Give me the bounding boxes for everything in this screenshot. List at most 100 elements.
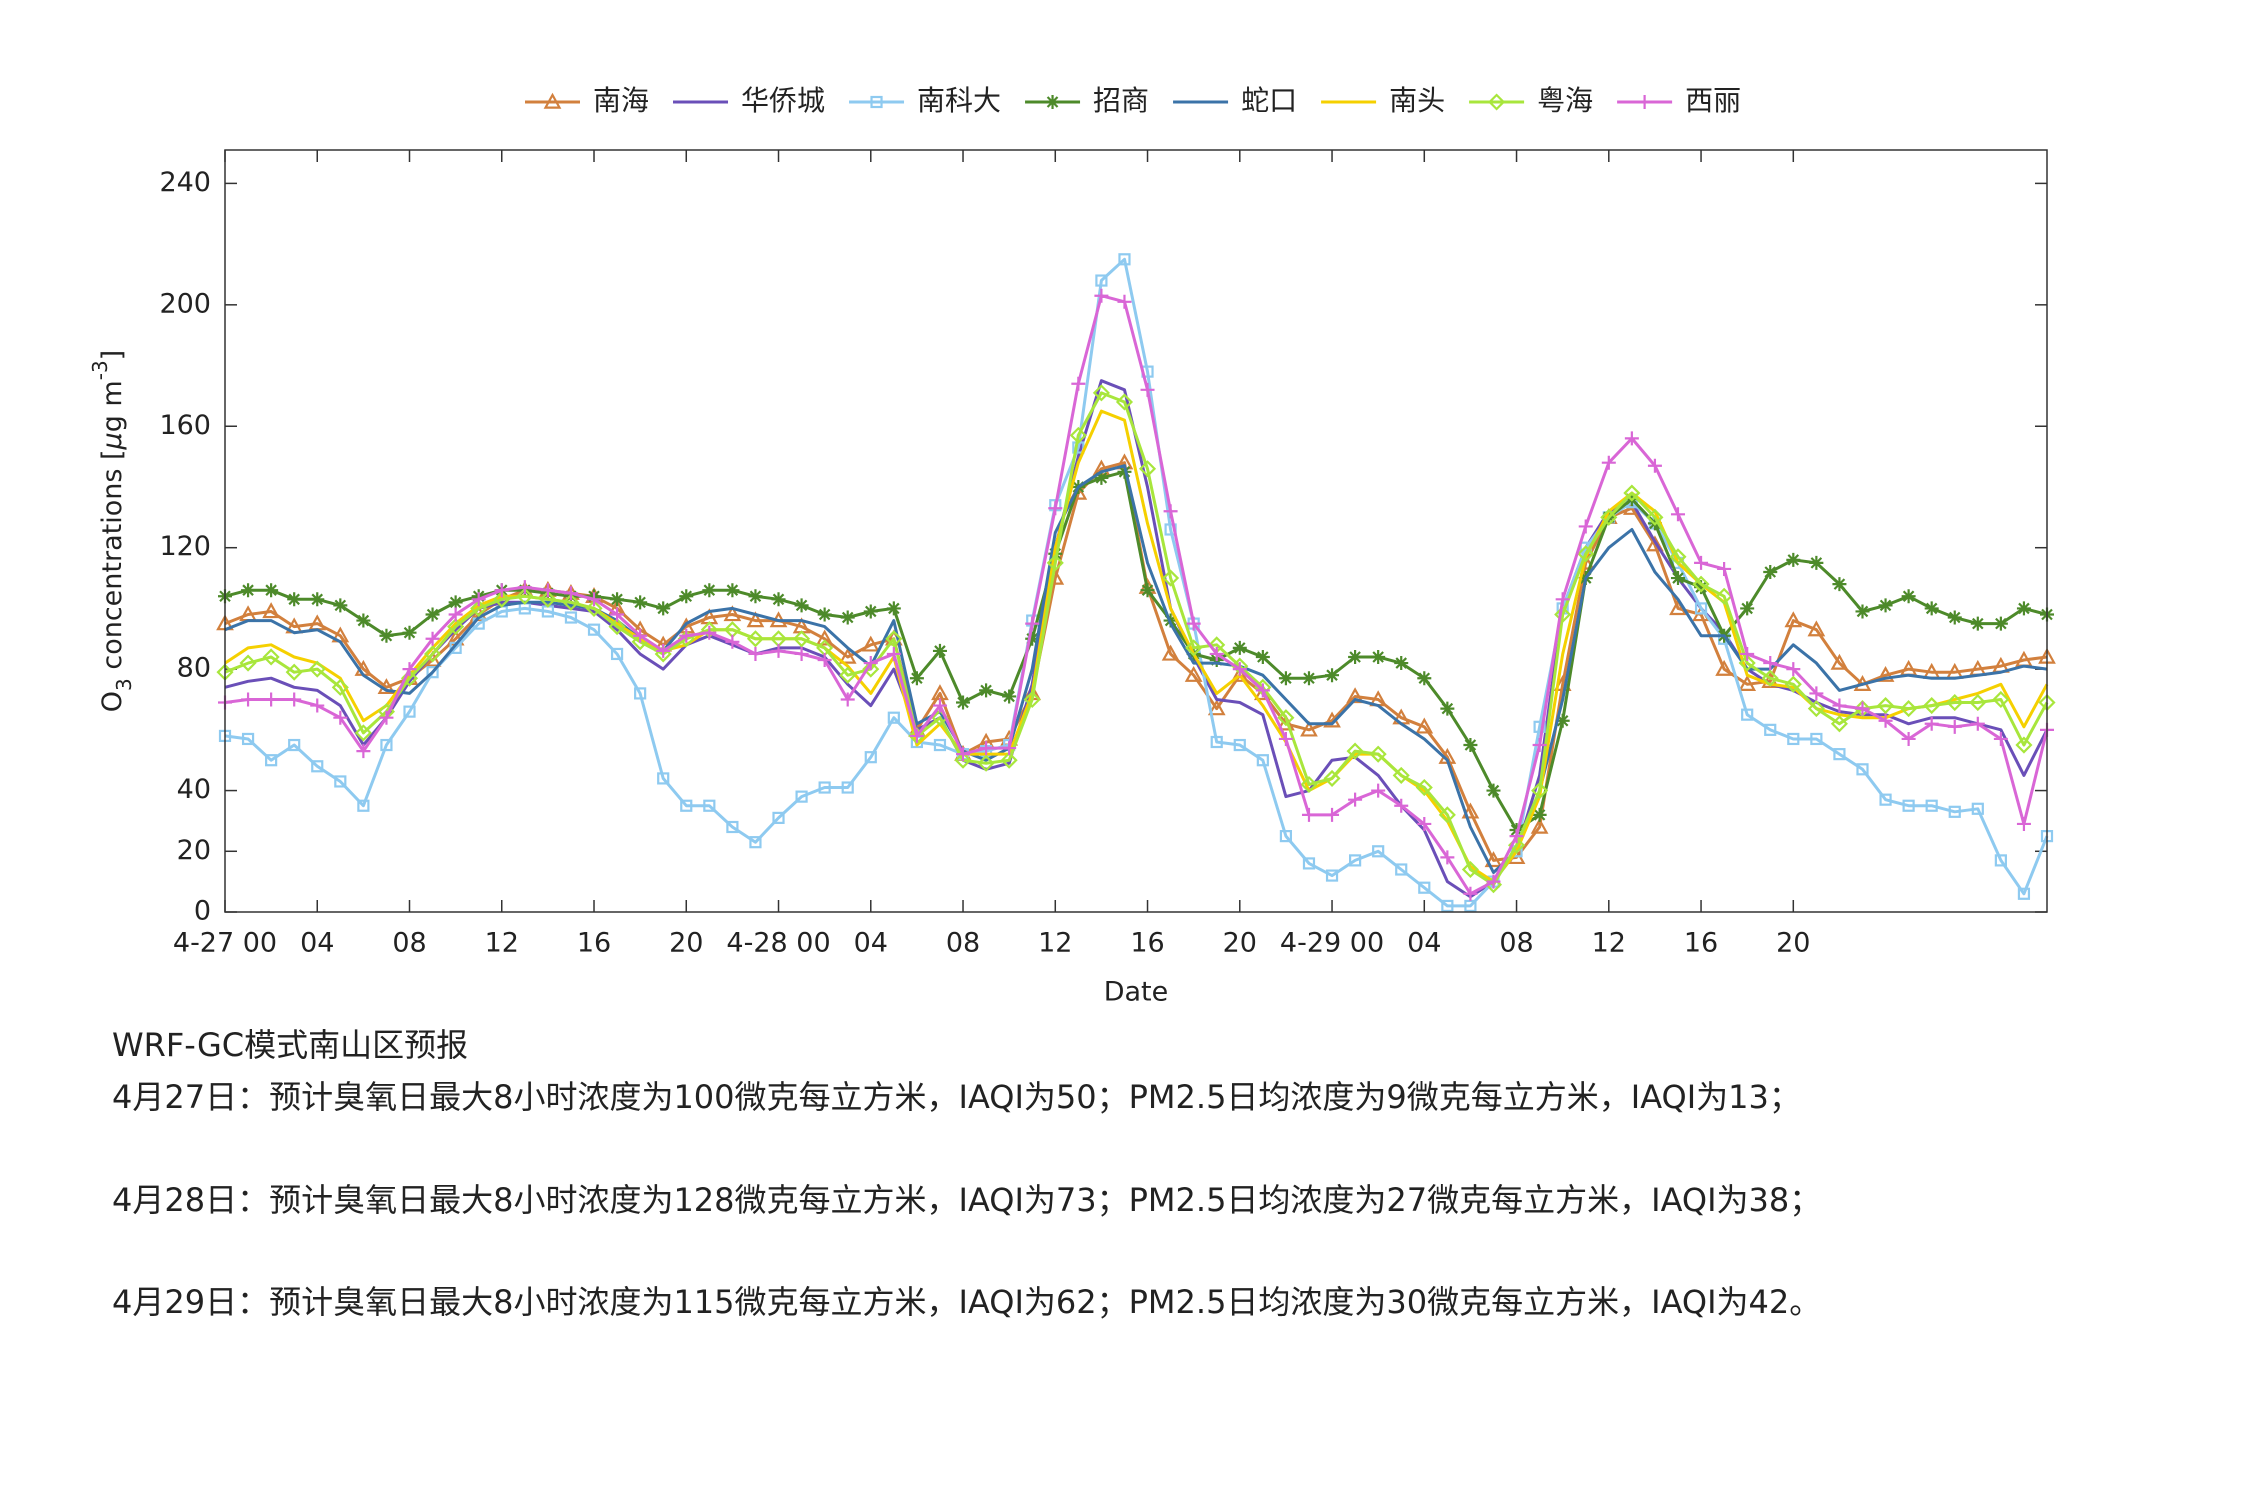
marker: [1948, 805, 1961, 818]
marker: [1163, 504, 1178, 519]
marker: [1855, 701, 1870, 716]
y-label-part: -3: [88, 360, 112, 380]
marker: [610, 647, 624, 661]
marker: [1787, 732, 1800, 746]
marker: [2016, 816, 2031, 831]
marker: [932, 643, 947, 658]
x-tick-label: 08: [946, 928, 980, 959]
marker: [1207, 699, 1226, 716]
marker: [795, 790, 808, 803]
marker: [771, 592, 786, 607]
marker: [723, 605, 742, 622]
marker: [863, 656, 878, 671]
marker: [563, 586, 578, 601]
marker: [1578, 519, 1593, 534]
marker: [1394, 798, 1409, 813]
marker: [1855, 604, 1870, 619]
series-line: [224, 257, 2049, 908]
marker: [1971, 802, 1984, 815]
marker: [311, 760, 324, 773]
marker: [1786, 552, 1801, 567]
marker: [357, 799, 370, 812]
marker: [1809, 555, 1824, 570]
marker: [539, 590, 557, 608]
marker: [1694, 580, 1709, 595]
marker: [1878, 713, 1893, 728]
legend-item: 南海: [525, 84, 649, 117]
marker: [1256, 754, 1269, 767]
marker: [1670, 571, 1685, 586]
marker: [818, 781, 831, 794]
marker: [333, 710, 348, 725]
marker: [1601, 455, 1616, 470]
marker: [425, 631, 440, 646]
marker: [1209, 646, 1224, 661]
marker: [1856, 763, 1869, 776]
marker: [1647, 458, 1662, 473]
marker: [794, 598, 809, 613]
marker: [956, 747, 971, 762]
marker: [887, 711, 900, 724]
marker: [1554, 605, 1572, 624]
marker: [1300, 720, 1318, 737]
marker: [1924, 601, 1939, 616]
marker: [1301, 671, 1316, 686]
marker: [2017, 887, 2031, 900]
marker: [1277, 714, 1295, 731]
marker: [1694, 555, 1709, 570]
marker: [1232, 662, 1247, 677]
marker: [610, 607, 625, 622]
marker: [354, 724, 372, 742]
marker: [262, 602, 280, 619]
marker: [1325, 807, 1340, 822]
marker: [587, 623, 601, 636]
marker: [1740, 646, 1755, 661]
marker: [471, 592, 486, 607]
marker: [540, 583, 555, 598]
marker: [1878, 598, 1893, 613]
marker: [933, 738, 947, 752]
marker: [1025, 631, 1040, 646]
marker: [469, 605, 488, 622]
x-tick-label: 20: [1223, 928, 1257, 959]
marker: [1415, 778, 1433, 797]
marker: [402, 625, 417, 640]
marker: [1069, 426, 1087, 444]
marker: [1623, 484, 1641, 502]
marker: [885, 630, 903, 648]
marker: [772, 811, 785, 824]
marker: [1392, 766, 1410, 784]
marker: [633, 628, 648, 643]
marker: [1094, 470, 1109, 485]
marker: [1071, 376, 1086, 391]
marker: [1184, 665, 1203, 682]
x-tick-label: 16: [1130, 928, 1164, 959]
marker: [1879, 793, 1892, 806]
marker: [977, 754, 995, 772]
x-tick-label: 08: [1499, 928, 1533, 959]
marker: [1255, 683, 1270, 698]
marker: [1372, 845, 1385, 858]
marker: [771, 643, 786, 658]
x-tick-label: 12: [1592, 928, 1626, 959]
legend-item: 蛇口: [1173, 84, 1297, 117]
marker: [1877, 697, 1895, 715]
marker: [543, 92, 562, 109]
marker: [287, 592, 302, 607]
marker: [1807, 700, 1825, 718]
marker: [287, 692, 302, 707]
marker: [861, 635, 880, 652]
marker: [841, 781, 854, 794]
marker: [748, 646, 763, 661]
marker: [817, 653, 832, 668]
forecast-line: 4月29日：预计臭氧日最大8小时浓度为115微克每立方米，IAQI为62；PM2…: [112, 1283, 1821, 1321]
marker: [585, 599, 603, 617]
marker: [1624, 431, 1639, 446]
marker: [1784, 675, 1802, 693]
marker: [265, 754, 278, 767]
marker: [656, 601, 671, 616]
marker: [285, 663, 303, 681]
marker: [334, 775, 347, 788]
legend-label: 粤海: [1537, 84, 1593, 117]
